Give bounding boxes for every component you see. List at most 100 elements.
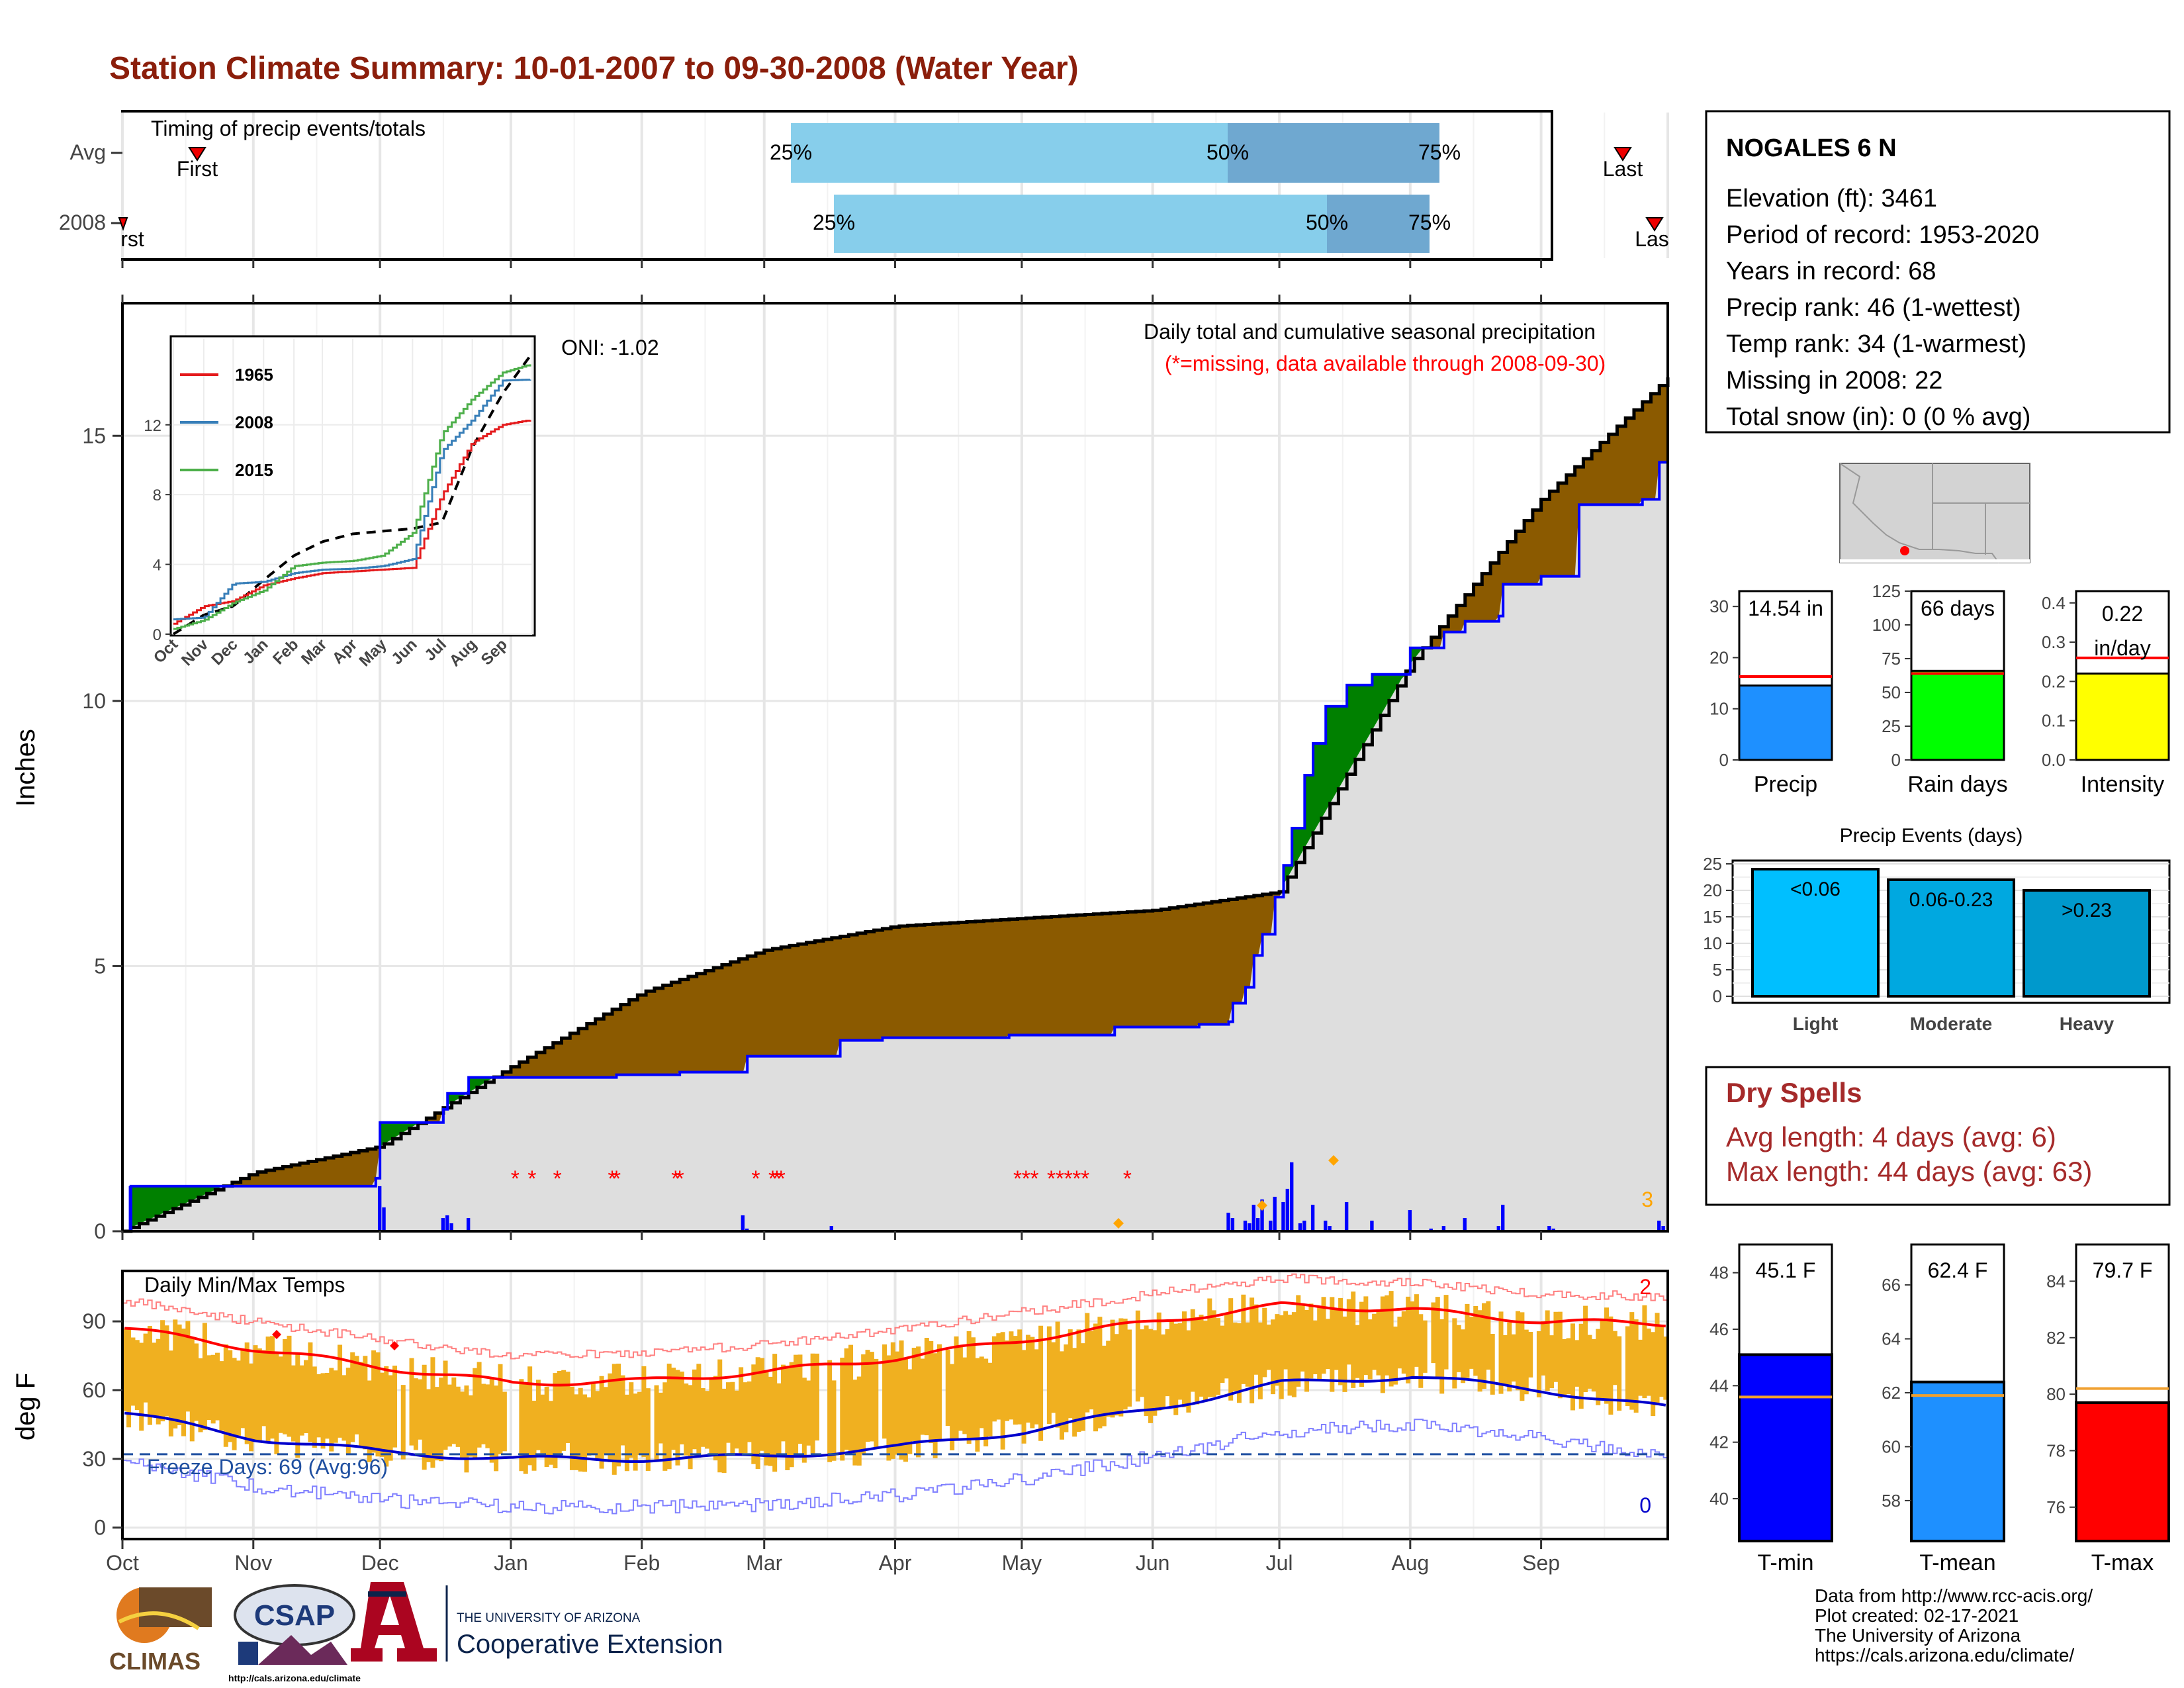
daily-precip-bar	[1429, 1228, 1433, 1231]
missing-marker: *	[777, 1166, 786, 1192]
month-label: Mar	[746, 1551, 782, 1575]
missing-marker: *	[612, 1166, 621, 1192]
daily-precip-bar	[745, 1228, 749, 1231]
month-label: Nov	[234, 1551, 272, 1575]
daily-precip-bar	[1243, 1220, 1248, 1231]
max-event-marker	[1328, 1155, 1339, 1166]
map-border	[1839, 463, 1999, 563]
page-title: Station Climate Summary: 10-01-2007 to 0…	[109, 51, 1079, 86]
missing-marker: *	[1030, 1166, 1038, 1192]
events-y-tick-label: 10	[1703, 933, 1722, 953]
freeze-days-label: Freeze Days: 69 (Avg:96)	[147, 1455, 388, 1479]
mini-bar-value: 0.22	[2102, 602, 2143, 626]
ua-block-a-accent	[368, 1591, 406, 1597]
station-line: Years in record: 68	[1726, 258, 1936, 285]
station-line: Total snow (in): 0 (0 % avg)	[1726, 403, 2030, 431]
temp-panel: Daily Min/Max Temps Freeze Days: 69 (Avg…	[11, 295, 1669, 1575]
daily-precip-bar	[741, 1215, 745, 1231]
mini-bar-tick-label: 0.3	[2042, 632, 2066, 652]
dry-spells-avg: Avg length: 4 days (avg: 6)	[1726, 1121, 2056, 1152]
year-q75-label: 75%	[1408, 211, 1451, 234]
mini-bar-tick-label: 25	[1882, 716, 1901, 736]
avg-first-label: First	[177, 157, 218, 181]
events-bar-label: 0.06-0.23	[1909, 889, 1993, 911]
temp-bar-value: 45.1 F	[1756, 1258, 1816, 1282]
temp-bar-tick-label: 80	[2046, 1384, 2066, 1404]
events-category-label: Light	[1793, 1013, 1838, 1034]
precip-y-tick-label: 5	[94, 954, 106, 978]
credit-line: Plot created: 02-17-2021	[1815, 1605, 2019, 1626]
precip-ylabel: Inches	[11, 729, 40, 807]
ua-top-text: THE UNIVERSITY OF ARIZONA	[457, 1611, 641, 1625]
csap-mountains	[258, 1635, 347, 1665]
temp-bar-label: T-mean	[1919, 1550, 1995, 1575]
station-box	[1705, 110, 2171, 434]
mini-bar-tick-label: 30	[1709, 596, 1729, 616]
temp-bar-tick-label: 58	[1882, 1491, 1901, 1511]
daily-precip-bar	[1260, 1199, 1264, 1231]
inset-legend-label: 2015	[235, 460, 273, 480]
events-y-tick-label: 5	[1713, 960, 1722, 980]
timing-row-avg: Avg	[69, 140, 106, 164]
inset-y-tick-label: 12	[144, 417, 161, 435]
temp-bar-tick-label: 82	[2046, 1328, 2066, 1348]
missing-marker: *	[527, 1166, 536, 1192]
logos: CLIMAS CSAP http://cals.arizona.edu/clim…	[109, 1582, 723, 1683]
daily-precip-bar	[1302, 1220, 1306, 1231]
temp-label: Daily Min/Max Temps	[144, 1273, 345, 1297]
avg-cumulative-line	[122, 377, 1670, 1233]
missing-marker: *	[772, 1166, 781, 1192]
daily-precip-bar	[1324, 1220, 1328, 1231]
avg-q50-q75-bar	[1228, 123, 1439, 183]
credit-line: Data from http://www.rcc-acis.org/	[1815, 1585, 2093, 1606]
timing-panel: Timing of precip events/totals Avg 2008 …	[59, 110, 1669, 268]
daily-precip-bar	[128, 1186, 132, 1231]
daily-precip-bar	[382, 1207, 386, 1231]
daily-precip-bar	[1661, 1225, 1665, 1231]
temp-bar-tick-label: 48	[1709, 1263, 1729, 1283]
observed-cumulative-line	[122, 460, 1669, 1233]
year-first-marker	[118, 217, 128, 232]
events-bar-label: <0.06	[1790, 878, 1841, 900]
avg-last-label: Last	[1603, 157, 1643, 181]
credit-line: https://cals.arizona.edu/climate/	[1815, 1645, 2074, 1665]
daily-precip-bar	[1230, 1217, 1235, 1231]
csap-bars	[238, 1642, 258, 1665]
daily-precip-bar	[1500, 1204, 1505, 1231]
missing-marker: *	[511, 1166, 520, 1192]
temp-bar-t-min	[1738, 1353, 1833, 1543]
missing-marker: *	[1047, 1166, 1056, 1192]
inset-y-tick-label: 8	[153, 487, 161, 504]
missing-marker: *	[1081, 1166, 1089, 1192]
temp-bar-tick-label: 84	[2046, 1271, 2066, 1291]
temp-bar-tick-label: 42	[1709, 1432, 1729, 1452]
record-low-line	[122, 1419, 1668, 1515]
csap-logo: CSAP http://cals.arizona.edu/climate	[228, 1584, 361, 1683]
events-category-label: Moderate	[1910, 1013, 1992, 1034]
year-last-label: Las	[1635, 227, 1669, 251]
events-y-tick-label: 25	[1703, 854, 1722, 874]
daily-precip-bar	[445, 1215, 449, 1231]
temp-bar-tick-label: 66	[1882, 1275, 1901, 1295]
missing-marker: *	[768, 1166, 777, 1192]
mini-bar-tick-label: 0.0	[2042, 750, 2066, 770]
mini-bar-tick-label: 0.2	[2042, 671, 2066, 691]
location-map	[1839, 463, 2030, 563]
max-event-count: 3	[1641, 1188, 1653, 1211]
avg-tmin-line	[124, 1376, 1666, 1464]
mini-bar-tick-label: 125	[1872, 581, 1901, 601]
mini-bar-value: 66 days	[1921, 596, 1995, 620]
daily-precip-bar	[466, 1217, 471, 1231]
events-bar-label: >0.23	[2062, 900, 2112, 921]
temp-y-tick-label: 90	[82, 1309, 106, 1333]
daily-precip-bar	[829, 1225, 833, 1231]
events-bar-light	[1751, 868, 1880, 998]
csap-url: http://cals.arizona.edu/climate	[228, 1673, 361, 1683]
daily-precip-bar	[1463, 1217, 1467, 1231]
temp-bar-tick-label: 44	[1709, 1376, 1729, 1395]
missing-marker: *	[671, 1166, 680, 1192]
month-label: Feb	[623, 1551, 660, 1575]
station-info: NOGALES 6 N Elevation (ft): 3461 Period o…	[1705, 110, 2171, 434]
daily-precip-bar	[1285, 1188, 1290, 1231]
missing-marker: *	[1064, 1166, 1072, 1192]
